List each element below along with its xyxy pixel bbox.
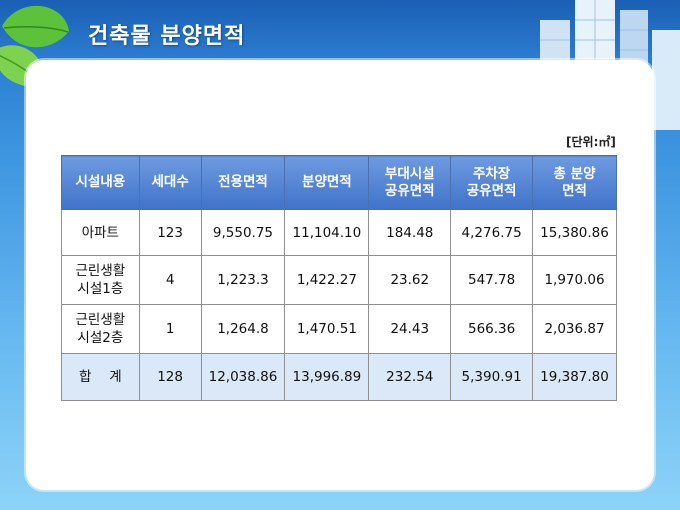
facility-name-cell: 근린생활 시설1층: [61, 255, 140, 305]
header-cell: 분양면적: [284, 155, 370, 210]
total-area-cell: 15,380.86: [532, 209, 617, 256]
header-cell: 주차장 공유면적: [450, 155, 534, 210]
total-label-cell: 합 계: [61, 353, 140, 401]
total-area-cell: 2,036.87: [532, 304, 617, 354]
total-row: 합 계 128 12,038.86 13,996.89 232.54 5,390…: [61, 353, 617, 401]
slide-title: 건축물 분양면적: [88, 24, 246, 49]
households-cell: 128: [138, 353, 202, 401]
households-cell: 4: [138, 255, 202, 305]
table-row: 아파트 123 9,550.75 11,104.10 184.48 4,276.…: [61, 209, 617, 256]
total-area-cell: 19,387.80: [532, 353, 617, 401]
parking-shared-cell: 4,276.75: [450, 209, 534, 256]
exclusive-area-cell: 1,264.8: [200, 304, 286, 354]
facility-shared-cell: 23.62: [368, 255, 452, 305]
exclusive-area-cell: 9,550.75: [200, 209, 286, 256]
facility-shared-cell: 24.43: [368, 304, 452, 354]
header-cell: 총 분양 면적: [532, 155, 617, 210]
facility-shared-cell: 184.48: [368, 209, 452, 256]
header-cell: 전용면적: [200, 155, 286, 210]
total-area-cell: 1,970.06: [532, 255, 617, 305]
area-table: 시설내용 세대수 전용면적 분양면적 부대시설 공유면적 주차장 공유면적 총 분양…: [61, 155, 617, 401]
parking-shared-cell: 547.78: [450, 255, 534, 305]
sale-area-cell: 11,104.10: [284, 209, 370, 256]
parking-shared-cell: 566.36: [450, 304, 534, 354]
facility-shared-cell: 232.54: [368, 353, 452, 401]
green-leaf-icon: [0, 5, 69, 87]
exclusive-area-cell: 1,223.3: [200, 255, 286, 305]
header-cell: 시설내용: [61, 155, 140, 210]
header-cell: 세대수: [138, 155, 202, 210]
table-row: 근린생활 시설1층 4 1,223.3 1,422.27 23.62 547.78…: [61, 255, 617, 305]
table-row: 근린생활 시설2층 1 1,264.8 1,470.51 24.43 566.36…: [61, 304, 617, 354]
unit-label: [단위:㎡]: [566, 135, 616, 149]
households-cell: 1: [138, 304, 202, 354]
facility-name-cell: 아파트: [61, 209, 140, 256]
sale-area-cell: 1,470.51: [284, 304, 370, 354]
header-cell: 부대시설 공유면적: [368, 155, 452, 210]
parking-shared-cell: 5,390.91: [450, 353, 534, 401]
exclusive-area-cell: 12,038.86: [200, 353, 286, 401]
households-cell: 123: [138, 209, 202, 256]
table-header-row: 시설내용 세대수 전용면적 분양면적 부대시설 공유면적 주차장 공유면적 총 분양…: [61, 155, 617, 210]
sale-area-cell: 13,996.89: [284, 353, 370, 401]
facility-name-cell: 근린생활 시설2층: [61, 304, 140, 354]
sale-area-cell: 1,422.27: [284, 255, 370, 305]
